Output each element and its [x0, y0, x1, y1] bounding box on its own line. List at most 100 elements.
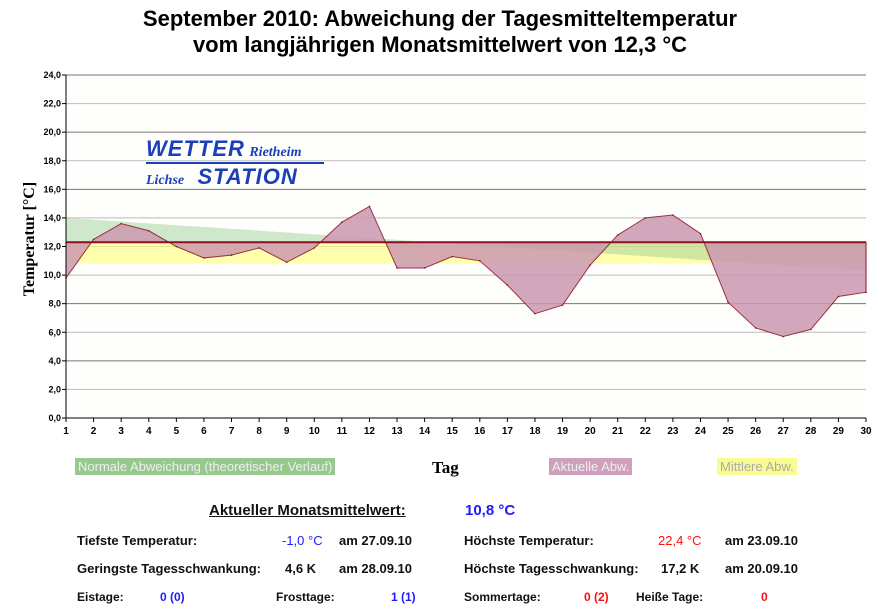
x-tick-label: 15	[447, 426, 459, 437]
max-date: am 23.09.10	[725, 533, 799, 548]
data-point	[478, 259, 481, 262]
x-tick-label: 19	[557, 426, 569, 437]
x-tick-label: 30	[860, 426, 872, 437]
frosttage-value: 1 (1)	[391, 590, 416, 604]
sommertage-label: Sommertage:	[464, 590, 541, 604]
x-tick-label: 8	[256, 426, 262, 437]
x-tick-label: 29	[833, 426, 845, 437]
x-tick-label: 24	[695, 426, 707, 437]
maxswing-value: 17,2 K	[661, 561, 700, 576]
data-point	[147, 229, 150, 232]
data-point	[837, 295, 840, 298]
min-value: -1,0 °C	[282, 533, 323, 548]
y-tick-label: 2,0	[48, 384, 61, 394]
data-point	[230, 254, 233, 256]
data-point	[396, 267, 398, 269]
heisse-label: Heiße Tage:	[636, 590, 704, 604]
x-tick-label: 22	[640, 426, 652, 437]
min-date: am 27.09.10	[339, 533, 413, 548]
data-point	[644, 217, 647, 219]
title-line-1: September 2010: Abweichung der Tagesmitt…	[142, 6, 738, 31]
x-tick-label: 23	[667, 426, 679, 437]
data-point	[120, 222, 122, 225]
x-tick-label: 9	[284, 426, 290, 437]
x-tick-label: 21	[612, 426, 624, 437]
data-point	[727, 301, 729, 304]
x-tick-label: 25	[723, 426, 735, 437]
y-tick-label: 6,0	[48, 327, 61, 337]
y-tick-label: 18,0	[43, 156, 61, 166]
data-point	[368, 205, 371, 208]
x-tick-label: 18	[529, 426, 541, 437]
data-point	[616, 234, 619, 236]
y-axis-label: Temperatur [°C]	[21, 181, 38, 297]
y-tick-label: 20,0	[43, 127, 61, 137]
y-tick-label: 8,0	[48, 299, 61, 309]
x-tick-label: 4	[146, 426, 152, 437]
data-point	[203, 257, 205, 259]
data-point	[285, 261, 288, 264]
y-tick-label: 0,0	[48, 413, 61, 423]
x-tick-label: 20	[585, 426, 597, 437]
data-point	[258, 247, 260, 249]
mean-label: Aktueller Monatsmittelwert:	[209, 502, 406, 519]
y-tick-label: 4,0	[48, 356, 61, 366]
max-label: Höchste Temperatur:	[464, 533, 594, 548]
minswing-label: Geringste Tagesschwankung:	[77, 561, 261, 576]
logo-wetter: WETTER	[146, 136, 245, 161]
x-tick-label: 17	[502, 426, 514, 437]
title-line-2: vom langjährigen Monatsmittelwert von 12…	[192, 32, 688, 57]
y-tick-label: 16,0	[43, 184, 61, 194]
maxswing-label: Höchste Tagesschwankung:	[464, 561, 639, 576]
legend-normal: Normale Abweichung (theoretischer Verlau…	[75, 458, 336, 475]
frosttage-label: Frosttage:	[276, 590, 335, 604]
legend-mean: Mittlere Abw.	[717, 458, 797, 475]
x-axis-label: Tag	[432, 458, 459, 477]
x-tick-label: 5	[174, 426, 180, 437]
x-tick-label: 12	[364, 426, 376, 437]
data-point	[175, 245, 178, 248]
mean-value: 10,8 °C	[465, 502, 516, 519]
data-point	[561, 304, 564, 306]
x-tick-label: 27	[778, 426, 790, 437]
logo-lichse: Lichse	[146, 173, 185, 188]
maxswing-date: am 20.09.10	[725, 561, 799, 576]
eistage-value: 0 (0)	[160, 590, 185, 604]
y-tick-label: 10,0	[43, 270, 61, 280]
data-point	[92, 238, 95, 241]
x-tick-label: 10	[309, 426, 321, 437]
data-point	[423, 267, 426, 269]
data-point	[506, 284, 509, 286]
min-label: Tiefste Temperatur:	[77, 533, 198, 548]
heisse-value: 0	[761, 590, 768, 604]
data-point	[810, 328, 812, 331]
x-tick-label: 3	[118, 426, 124, 437]
y-tick-label: 22,0	[43, 99, 61, 109]
data-point	[451, 255, 454, 258]
logo-rietheim: Rietheim	[249, 145, 302, 160]
chart-title: September 2010: Abweichung der Tagesmitt…	[0, 6, 880, 58]
x-tick-label: 16	[474, 426, 486, 437]
data-point	[754, 327, 757, 329]
data-point	[534, 312, 536, 315]
x-tick-label: 13	[391, 426, 403, 437]
x-tick-label: 14	[419, 426, 431, 437]
data-point	[313, 247, 316, 249]
eistage-label: Eistage:	[77, 590, 124, 604]
x-tick-label: 6	[201, 426, 207, 437]
minswing-value: 4,6 K	[285, 561, 317, 576]
x-tick-label: 7	[229, 426, 235, 437]
y-tick-label: 14,0	[43, 213, 61, 223]
legend-actual: Aktuelle Abw.	[549, 458, 633, 475]
data-point	[699, 232, 702, 235]
data-point	[672, 214, 674, 216]
y-tick-label: 24,0	[43, 70, 61, 80]
y-tick-label: 12,0	[43, 242, 61, 252]
x-tick-label: 11	[337, 426, 348, 437]
data-point	[589, 264, 591, 266]
logo: WETTER Rietheim Lichse STATION	[146, 136, 324, 190]
sommertage-value: 0 (2)	[584, 590, 609, 604]
x-tick-label: 26	[750, 426, 762, 437]
data-point	[782, 335, 785, 338]
x-tick-label: 28	[805, 426, 817, 437]
